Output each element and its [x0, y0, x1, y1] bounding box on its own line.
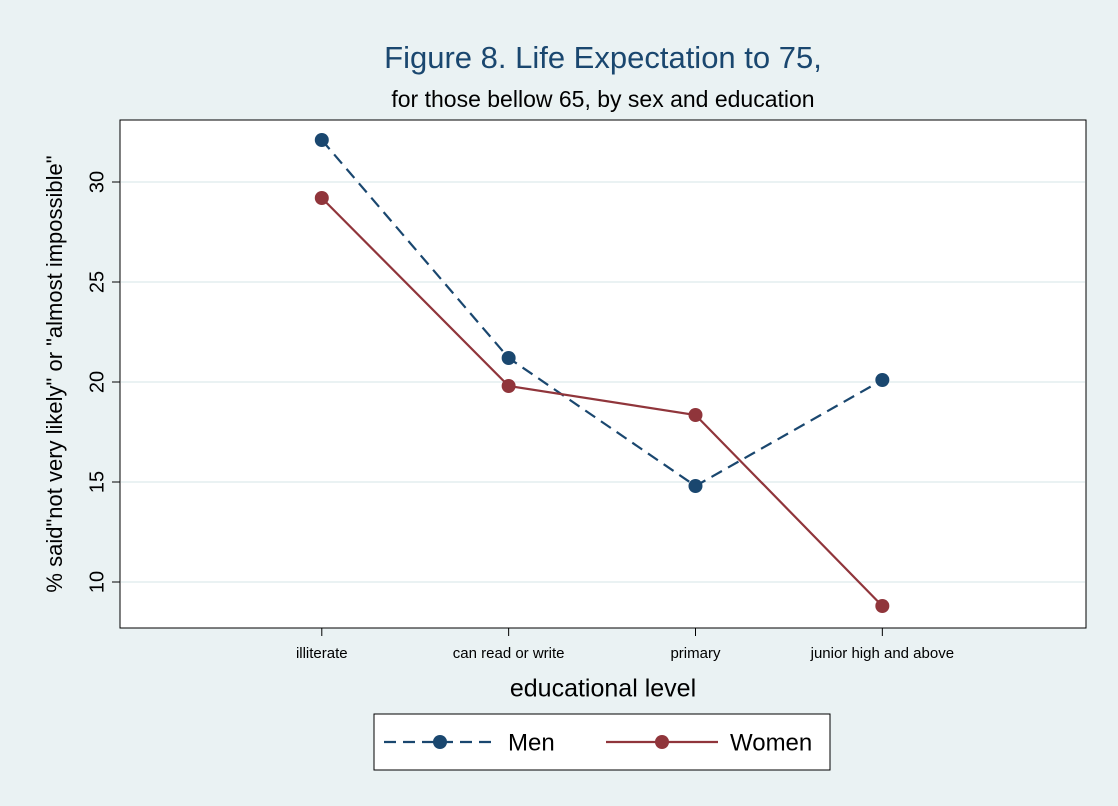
y-tick-label: 25 [86, 271, 108, 293]
series-line [320, 139, 883, 488]
x-tick-label: primary [670, 645, 721, 662]
data-point [314, 133, 329, 147]
data-point [875, 599, 890, 613]
x-axis-title: educational level [510, 675, 696, 703]
legend-label: Men [508, 729, 555, 756]
y-tick-label: 10 [86, 571, 108, 593]
y-tick-label: 20 [86, 371, 108, 393]
series-line [321, 197, 884, 607]
data-point [501, 351, 516, 365]
data-point [688, 408, 703, 422]
x-tick-label: illiterate [296, 645, 348, 662]
chart-title: Figure 8. Life Expectation to 75, [384, 40, 822, 75]
y-tick-label: 30 [86, 171, 108, 193]
chart-subtitle: for those bellow 65, by sex and educatio… [391, 86, 814, 112]
data-point [875, 373, 890, 387]
x-tick-label: junior high and above [810, 645, 954, 662]
plot-area [119, 119, 1087, 629]
data-point [501, 379, 516, 393]
data-point [688, 479, 703, 493]
data-point [314, 191, 329, 205]
legend-marker [433, 735, 447, 749]
legend-marker [655, 735, 669, 749]
y-tick-label: 15 [86, 471, 108, 493]
x-tick-label: can read or write [453, 645, 565, 662]
y-axis-title: % said"not very likely" or "almost impos… [42, 155, 67, 592]
legend-label: Women [730, 729, 812, 756]
